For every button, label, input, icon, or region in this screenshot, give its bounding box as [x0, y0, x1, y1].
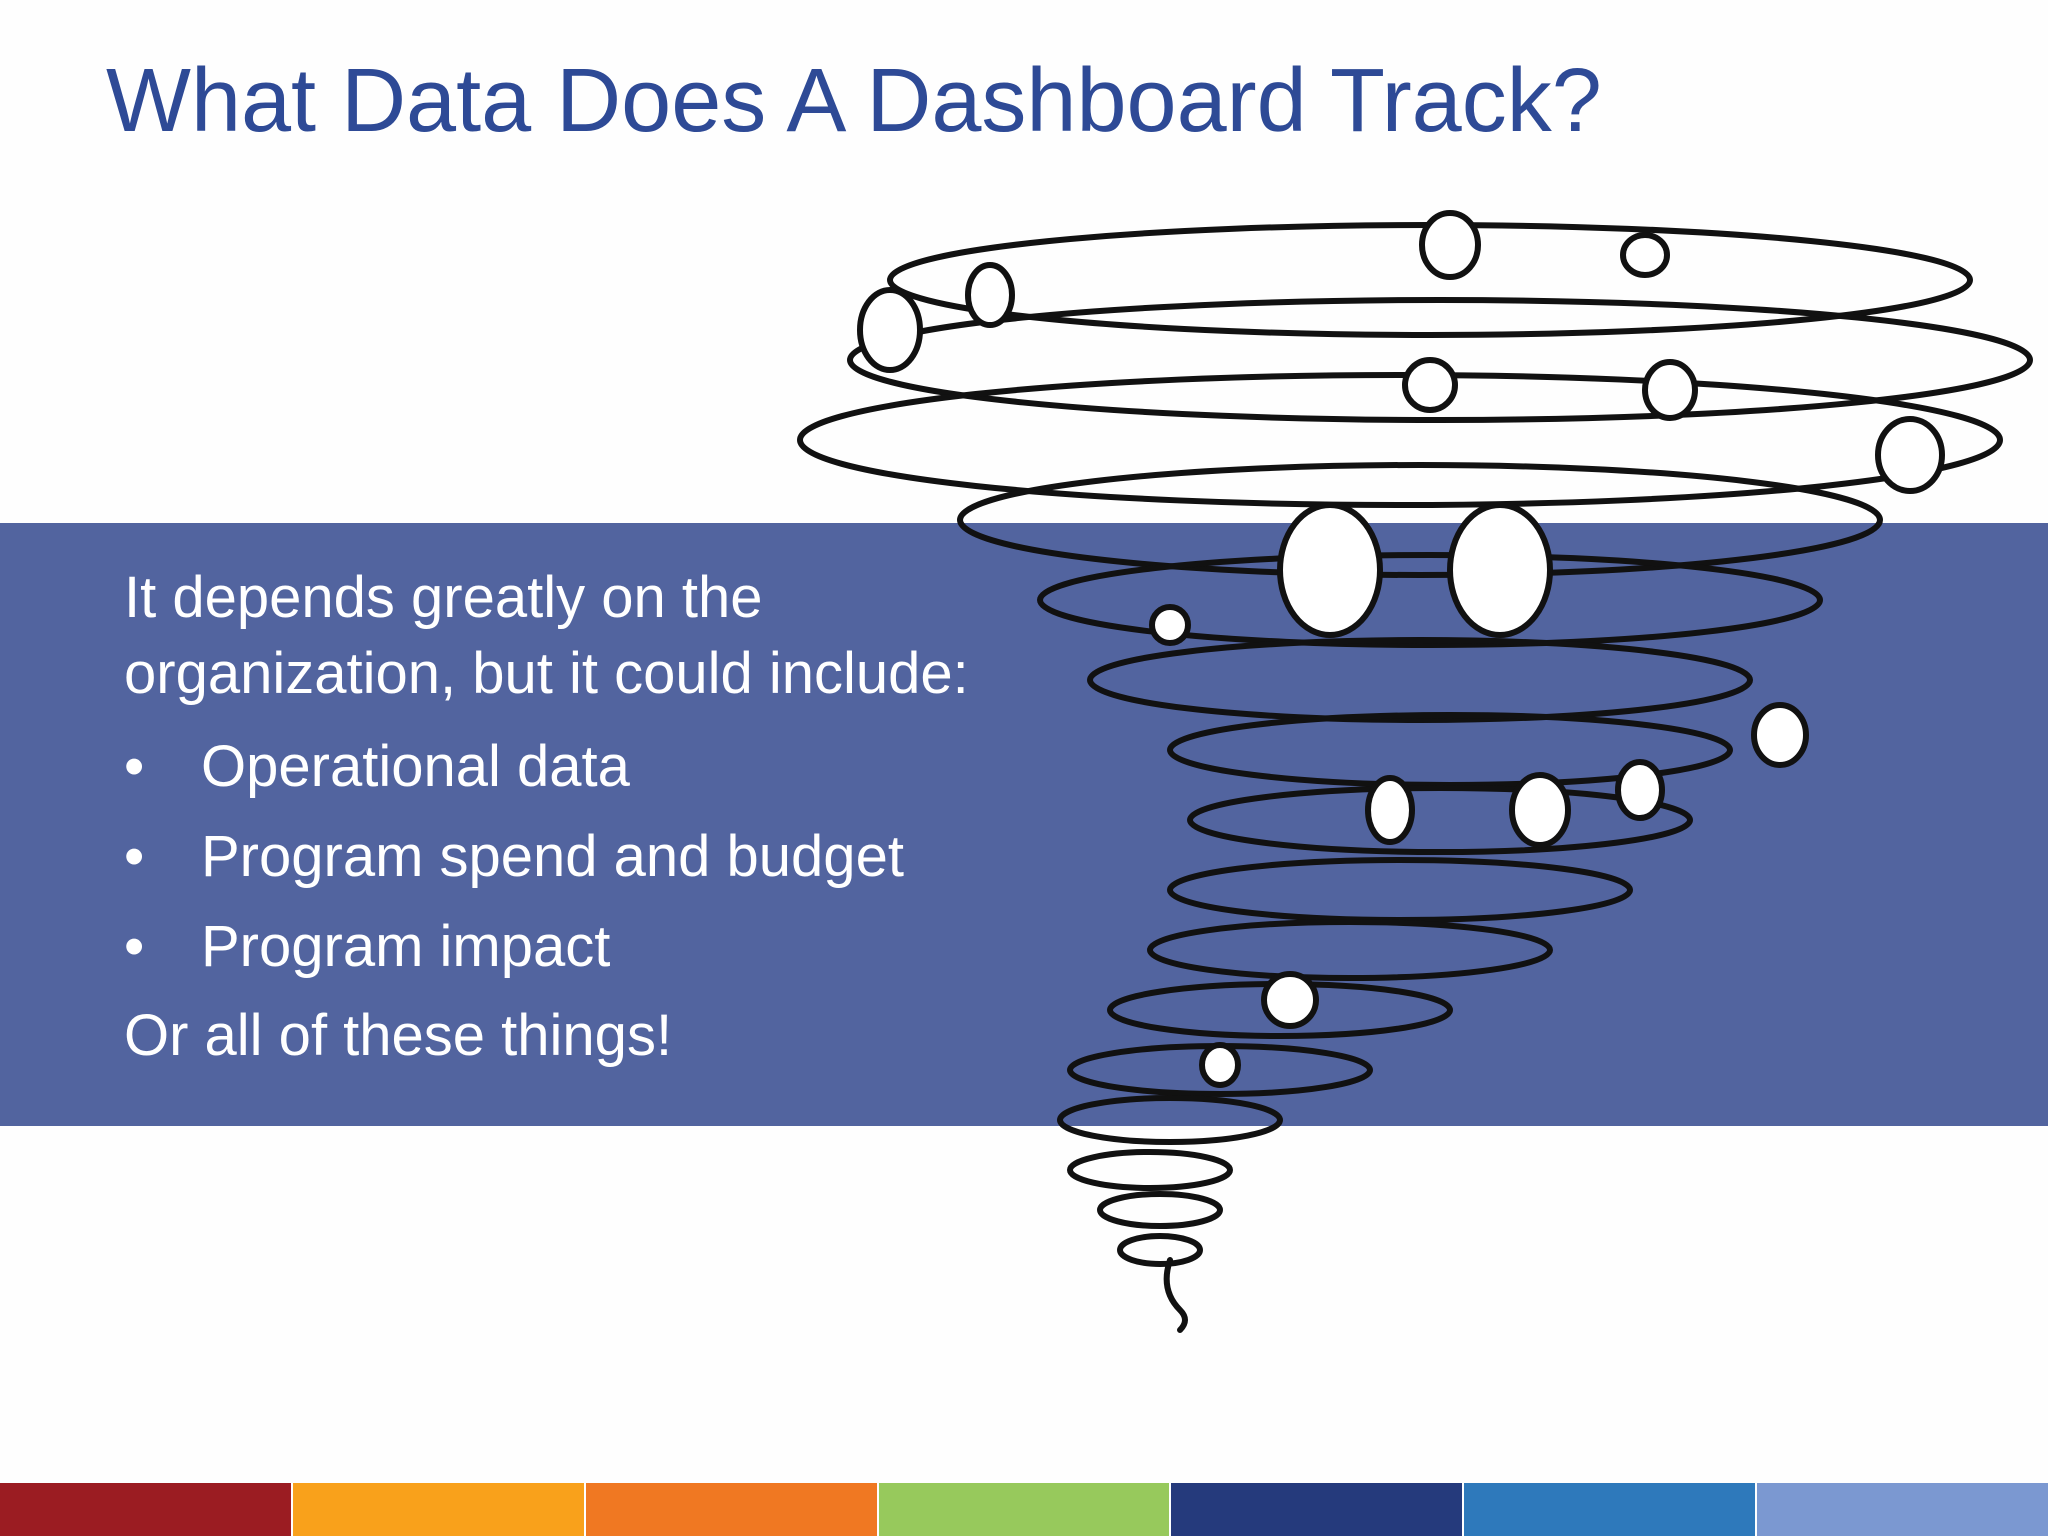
- intro: It depends greatly on the organization, …: [124, 565, 969, 706]
- bullet-list: Operational dataProgram spend and budget…: [124, 722, 1054, 992]
- closing: Or all of these things!: [124, 1003, 673, 1068]
- slide-title: What Data Does A Dashboard Track?: [106, 51, 1602, 151]
- color-block: [292, 1483, 586, 1536]
- color-bar: [0, 1483, 2048, 1536]
- color-block: [0, 1483, 293, 1536]
- color-block: [878, 1483, 1172, 1536]
- bullet-item: Program impact: [124, 902, 1054, 992]
- color-block: [1757, 1483, 2048, 1536]
- bullet-item: Program spend and budget: [124, 812, 1054, 902]
- color-block: [585, 1483, 879, 1536]
- color-block: [1464, 1483, 1758, 1536]
- color-block: [1171, 1483, 1465, 1536]
- bullet-item: Operational data: [124, 722, 1054, 812]
- tornado-illustration: [797, 210, 2033, 1333]
- body-text: It depends greatly on the organization, …: [124, 560, 1054, 1074]
